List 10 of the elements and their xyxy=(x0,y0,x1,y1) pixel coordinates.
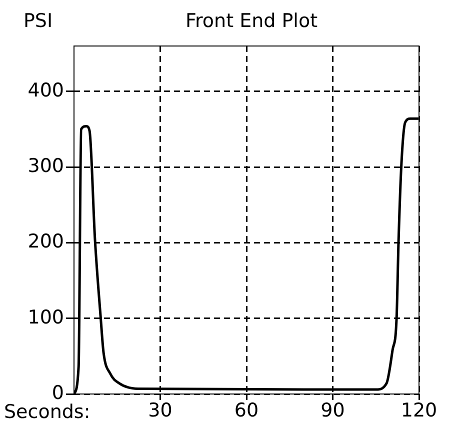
y-axis-title: PSI xyxy=(23,10,53,32)
y-tick-label: 100 xyxy=(28,306,64,328)
x-tick-label: 30 xyxy=(148,399,172,422)
y-tick-label: 200 xyxy=(28,230,64,253)
x-tick-label: 60 xyxy=(234,399,259,422)
x-tick-label: 120 xyxy=(400,399,438,422)
y-tick-label: 400 xyxy=(28,79,64,102)
x-tick-label: 90 xyxy=(320,399,345,422)
y-tick-label: 300 xyxy=(28,154,64,177)
chart-title: Front End Plot xyxy=(185,10,318,32)
